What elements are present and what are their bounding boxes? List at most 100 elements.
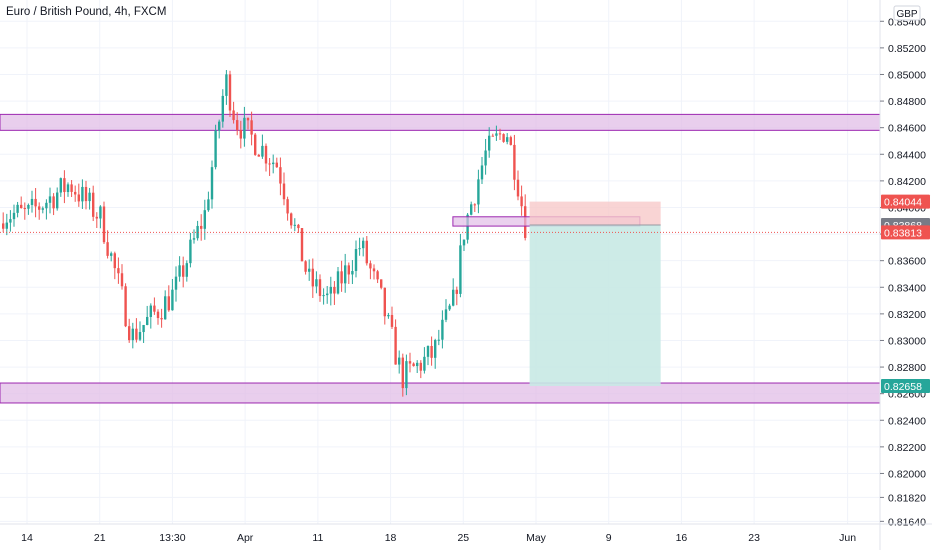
candle-body: [344, 265, 347, 284]
candle-body: [30, 198, 34, 205]
candle-body: [20, 204, 23, 209]
price-tick-label: 0.82800: [888, 362, 926, 374]
candle-body: [48, 196, 52, 203]
candle-body: [318, 279, 322, 296]
candle-body: [102, 206, 106, 243]
drawings-layer: [0, 113, 881, 404]
candle-body: [347, 265, 350, 275]
support-zone[interactable]: [0, 382, 881, 404]
candle-body: [434, 340, 437, 358]
candle-body: [509, 137, 512, 145]
candle-body: [336, 271, 340, 294]
candle-body: [178, 265, 181, 277]
price-badge-label: 0.84044: [884, 197, 922, 209]
price-tick-label: 0.83400: [888, 282, 926, 294]
candle-body: [452, 289, 455, 306]
candle-body: [146, 316, 149, 325]
time-tick-label: Jun: [839, 532, 856, 544]
candle-body: [153, 305, 156, 312]
resistance-zone[interactable]: [0, 113, 881, 131]
candle-body: [308, 268, 311, 272]
take-profit-area[interactable]: [529, 225, 661, 386]
candle-body: [264, 145, 268, 164]
candle-body: [275, 162, 278, 168]
candle-body: [77, 194, 80, 202]
price-tick-label: 0.84600: [888, 123, 926, 135]
candle-body: [228, 74, 232, 111]
candle-body: [66, 184, 70, 193]
candle-body: [408, 361, 412, 364]
grid: [0, 0, 880, 524]
price-tick-label: 0.85200: [888, 43, 926, 55]
candle-body: [243, 117, 246, 139]
candle-body: [390, 314, 394, 327]
candle-body: [182, 265, 185, 277]
candle-body: [412, 363, 415, 367]
time-tick-label: Apr: [237, 532, 254, 544]
candle-body: [362, 240, 365, 249]
time-axis[interactable]: 14 21 13:30 Apr 11 18 25 May 9 16 23 Jun: [0, 523, 932, 544]
price-tick-label: 0.83000: [888, 335, 926, 347]
candle-body: [340, 271, 343, 284]
candle-body: [426, 345, 430, 357]
price-axis[interactable]: 0.854000.852000.850000.848000.846000.844…: [879, 0, 926, 550]
candle-body: [372, 268, 376, 272]
candle-body: [480, 165, 484, 180]
candle-body: [495, 133, 498, 136]
candle-body: [394, 326, 397, 365]
price-tick-label: 0.85000: [888, 69, 926, 81]
currency-badge[interactable]: GBP: [893, 5, 921, 21]
candle-body: [192, 238, 196, 240]
candle-body: [300, 228, 304, 262]
price-badge-label: 0.82658: [884, 381, 922, 393]
candle-body: [92, 192, 95, 217]
candle-body: [380, 279, 383, 288]
candle-body: [113, 253, 116, 269]
price-badge: 0.84044: [881, 194, 930, 209]
candle-body: [329, 286, 332, 294]
candle-body: [272, 162, 275, 165]
candle-body: [149, 305, 152, 317]
candle-body: [214, 130, 217, 168]
candle-body: [171, 289, 174, 311]
price-tick-label: 0.84200: [888, 176, 926, 188]
candle-body: [45, 202, 48, 209]
time-tick-label: 11: [312, 532, 323, 544]
candle-body: [513, 144, 516, 180]
candle-body: [315, 279, 318, 287]
candle-body: [398, 357, 401, 365]
price-tick-label: 0.83600: [888, 256, 926, 268]
candle-body: [34, 198, 37, 207]
candle-body: [16, 204, 19, 213]
time-tick-label: 14: [21, 532, 33, 544]
candle-body: [246, 117, 250, 121]
candle-body: [156, 311, 160, 319]
stop-loss-area[interactable]: [529, 201, 661, 226]
candle-body: [351, 271, 354, 275]
candle-body: [290, 213, 293, 226]
candle-body: [221, 95, 224, 122]
time-tick-label: 13:30: [159, 532, 185, 544]
candle-body: [506, 137, 509, 142]
candle-body: [459, 245, 462, 294]
candle-body: [120, 273, 124, 287]
candle-body: [210, 167, 214, 200]
candle-body: [232, 110, 235, 121]
short-position-tool[interactable]: [529, 201, 661, 386]
candle-body: [164, 296, 167, 320]
candle-body: [95, 216, 98, 219]
candle-body: [304, 261, 307, 272]
candle-body: [401, 357, 404, 389]
candle-body: [516, 179, 520, 197]
candle-body: [27, 204, 30, 209]
candle-body: [437, 339, 440, 341]
candle-body: [99, 206, 102, 219]
candle-body: [70, 184, 73, 192]
candle-body: [59, 178, 62, 193]
price-tick-label: 0.84400: [888, 149, 926, 161]
chart-title: Euro / British Pound, 4h, FXCM: [6, 6, 167, 18]
candle-body: [286, 199, 289, 214]
candle-body: [160, 318, 163, 320]
